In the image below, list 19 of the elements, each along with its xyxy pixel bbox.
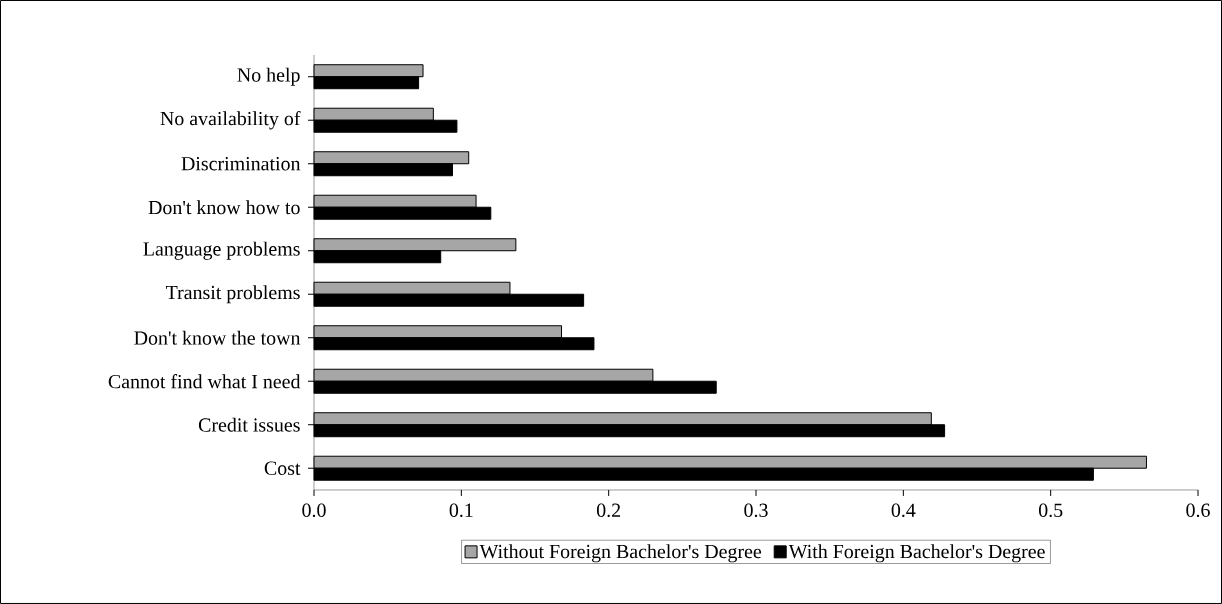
x-tick-label: 0.2	[596, 503, 621, 518]
x-tick-label: 0.3	[744, 503, 768, 518]
y-tick-label: Don't know how to	[148, 200, 300, 215]
y-tick-label: Cannot find what I need	[108, 374, 301, 389]
legend-label: With Foreign Bachelor's Degree	[788, 544, 1045, 563]
y-tick-label: Don't know the town	[134, 330, 301, 345]
x-tick-label: 0.6	[1186, 503, 1210, 518]
y-tick-label: Credit issues	[198, 417, 300, 432]
legend-label: Without Foreign Bachelor's Degree	[479, 544, 762, 563]
y-tick-label: Cost	[264, 461, 301, 475]
y-tick-label: Discrimination	[181, 157, 301, 171]
y-tick-label: No help	[237, 67, 300, 86]
x-tick-label: 0.5	[1038, 503, 1063, 518]
y-tick-label: No availability of	[160, 111, 301, 130]
x-tick-label: 0.0	[302, 503, 326, 518]
x-tick-label: 0.1	[449, 503, 473, 518]
x-tick-label: 0.4	[891, 503, 916, 518]
y-tick-label: Language problems	[143, 241, 300, 260]
y-tick-label: Transit problems	[165, 285, 300, 304]
